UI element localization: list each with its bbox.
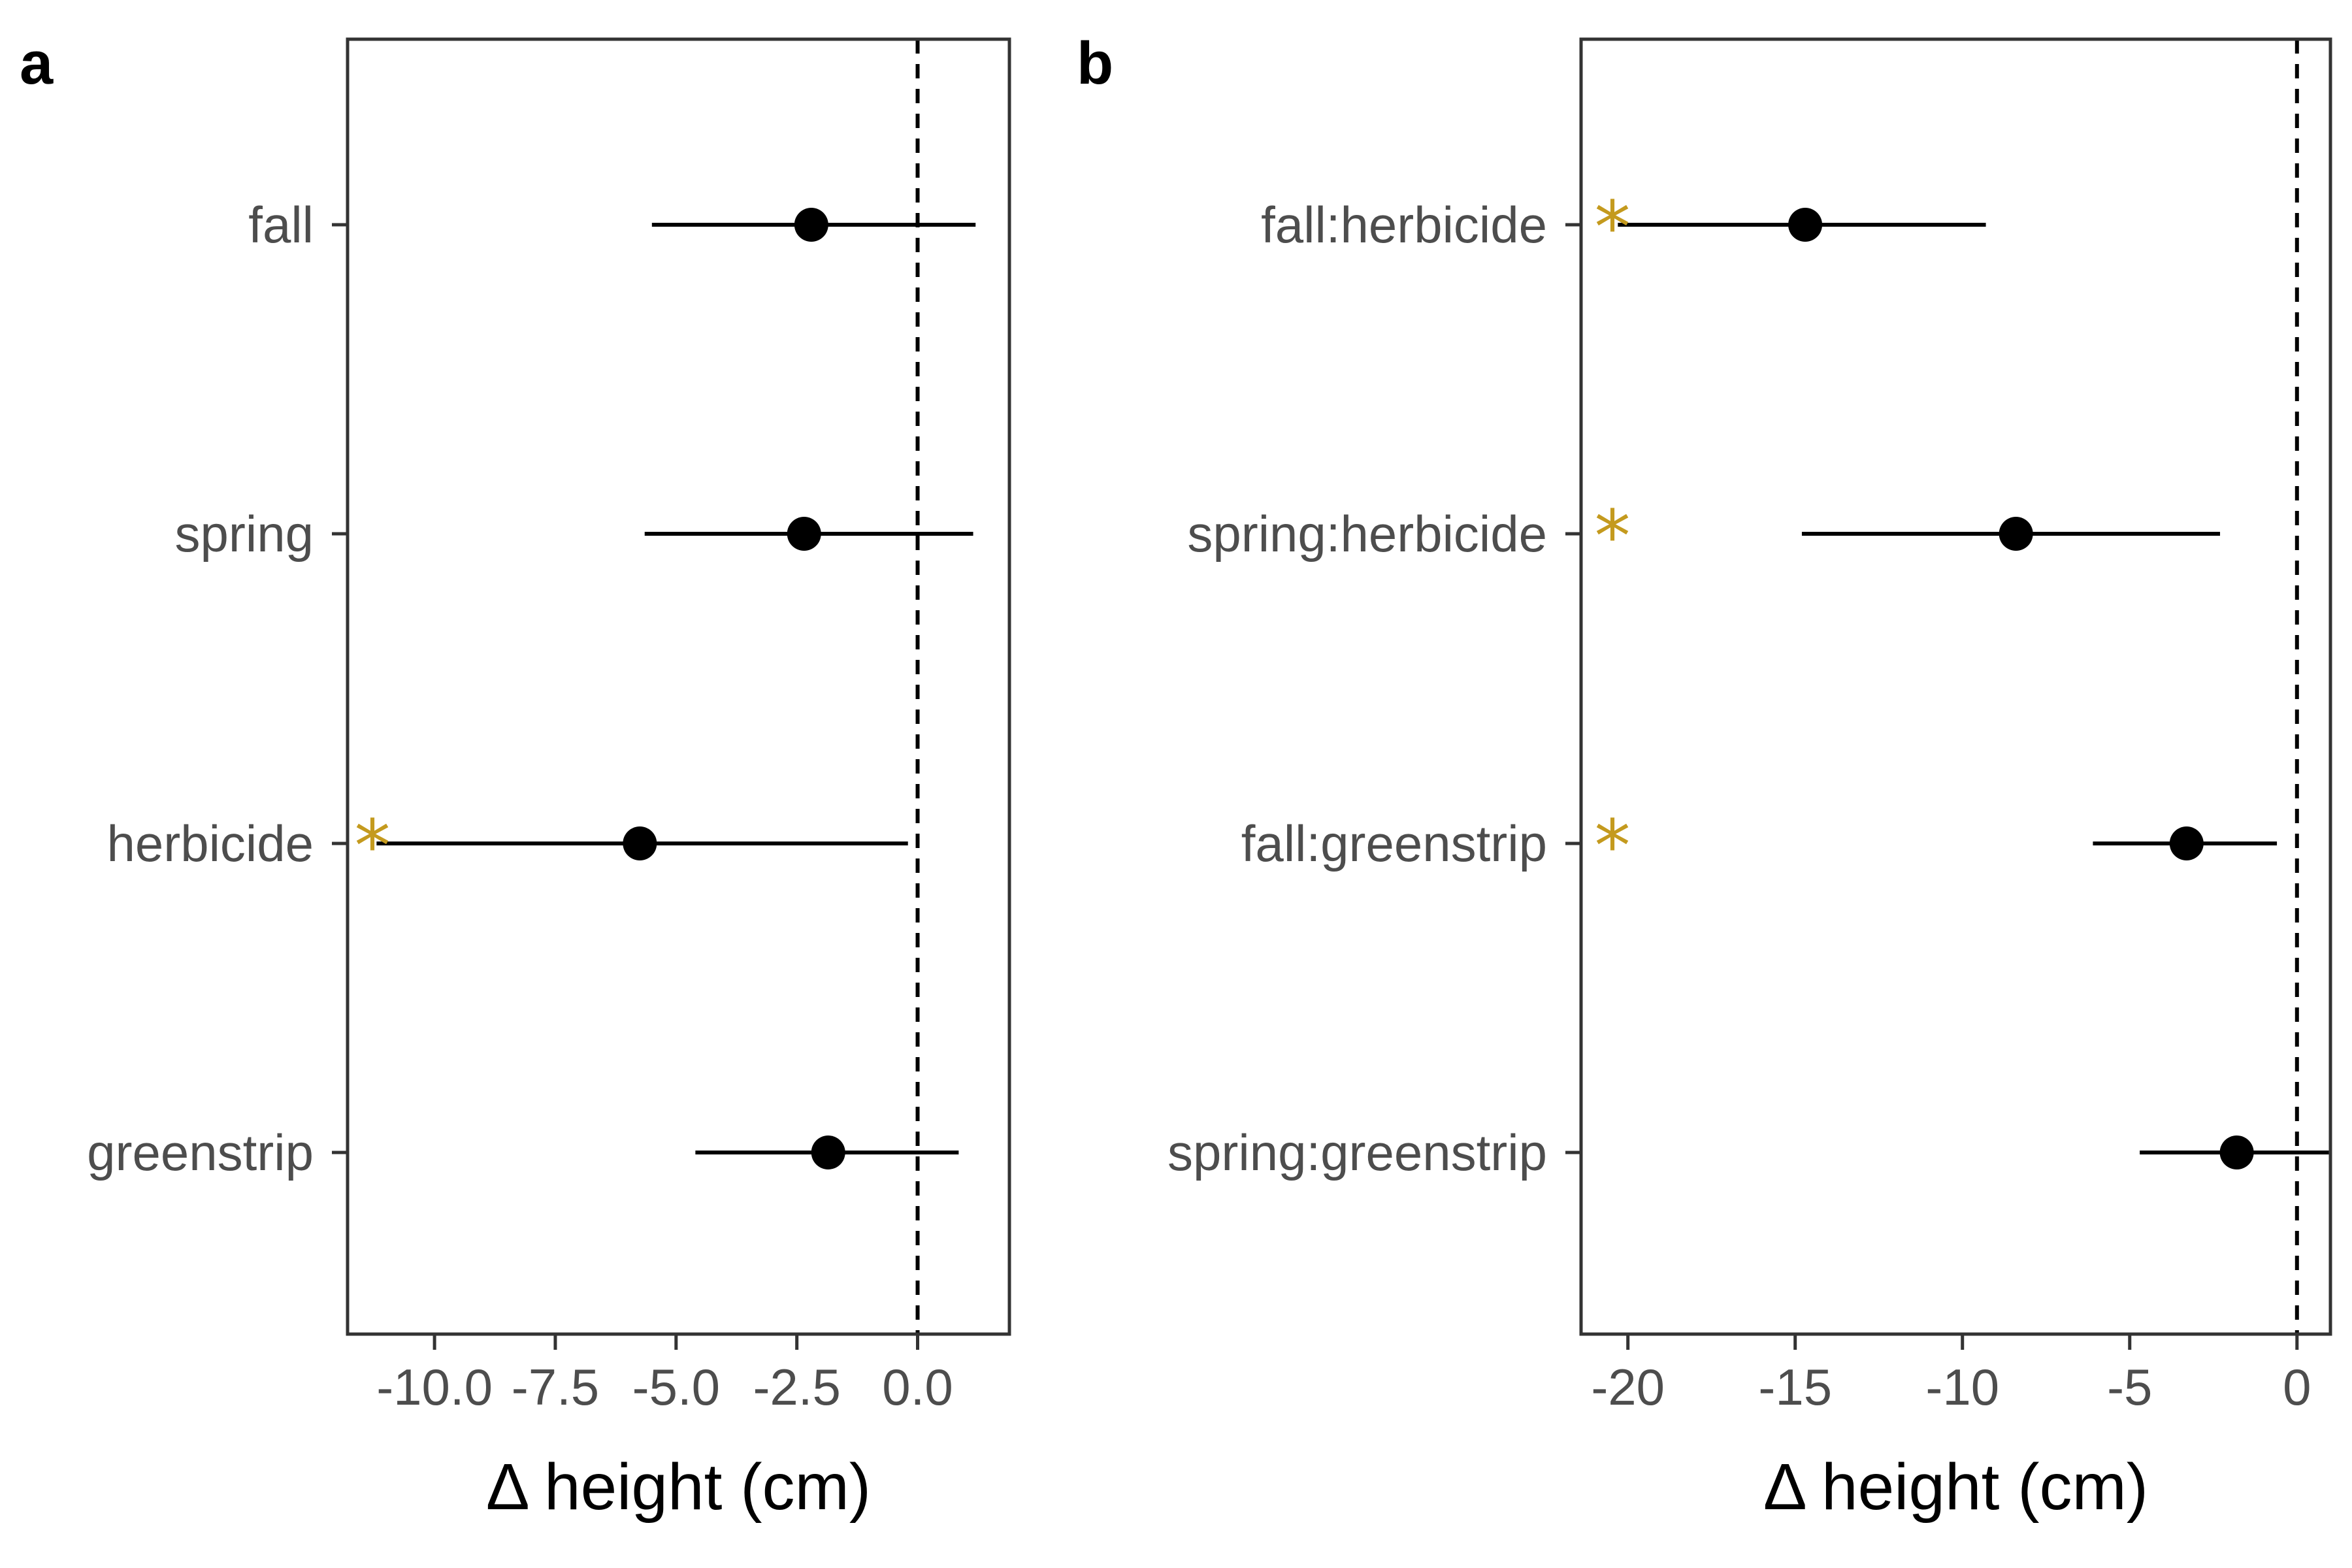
panel-b-tag: b	[1077, 30, 1113, 97]
panel-b-xtick-label-0: -20	[1591, 1358, 1665, 1416]
panel-b-xtick-label-2: -10	[1925, 1358, 1999, 1416]
panel-b-sig-fall-herbicide: *	[1595, 186, 1631, 269]
panel-a-border	[346, 37, 1011, 1336]
panel-a-point-herbicide	[623, 826, 657, 860]
panel-b-sig-fall-greenstrip: *	[1595, 804, 1631, 888]
panel-a-sig-herbicide: *	[355, 804, 391, 888]
panel-a-ylabel-greenstrip: greenstrip	[87, 1124, 314, 1181]
panel-b-ylabel-fall-greenstrip: fall:greenstrip	[1241, 815, 1547, 872]
panel-b-xtick-label-3: -5	[2107, 1358, 2152, 1416]
panel-b-xtick-label-1: -15	[1758, 1358, 1832, 1416]
panel-a-point-greenstrip	[811, 1135, 845, 1169]
panel-b-sig-spring-herbicide: *	[1595, 495, 1631, 578]
panel-a-xtick-label-4: 0.0	[882, 1358, 953, 1416]
panel-a-xtick-label-1: -7.5	[512, 1358, 599, 1416]
panel-b-ylabel-spring-herbicide: spring:herbicide	[1187, 505, 1547, 563]
panel-a-tag: a	[20, 30, 54, 97]
panel-a-xtick-label-3: -2.5	[753, 1358, 840, 1416]
panel-a-ylabel-spring: spring	[175, 505, 314, 563]
panel-a-ylabel-fall: fall	[248, 196, 314, 253]
panel-b-point-fall-greenstrip	[2169, 826, 2204, 860]
panel-b-point-fall-herbicide	[1788, 208, 1823, 242]
panel-a-point-fall	[794, 208, 828, 242]
panel-b-border	[1579, 37, 2332, 1336]
panel-a-ylabel-herbicide: herbicide	[106, 815, 314, 872]
panel-b-xaxis-title: Δ height (cm)	[1763, 1450, 2148, 1524]
panel-b-point-spring-herbicide	[1999, 517, 2033, 551]
panel-a-point-spring	[787, 517, 821, 551]
panel-b-ylabel-fall-herbicide: fall:herbicide	[1261, 196, 1547, 253]
panel-b-ylabel-spring-greenstrip: spring:greenstrip	[1168, 1124, 1547, 1181]
panel-b-point-spring-greenstrip	[2219, 1135, 2254, 1169]
panel-a-xaxis-title: Δ height (cm)	[486, 1450, 871, 1524]
panel-b-xtick-label-4: 0	[2283, 1358, 2311, 1416]
panel-a-xtick-label-2: -5.0	[632, 1358, 720, 1416]
panel-a-xtick-label-0: -10.0	[376, 1358, 493, 1416]
